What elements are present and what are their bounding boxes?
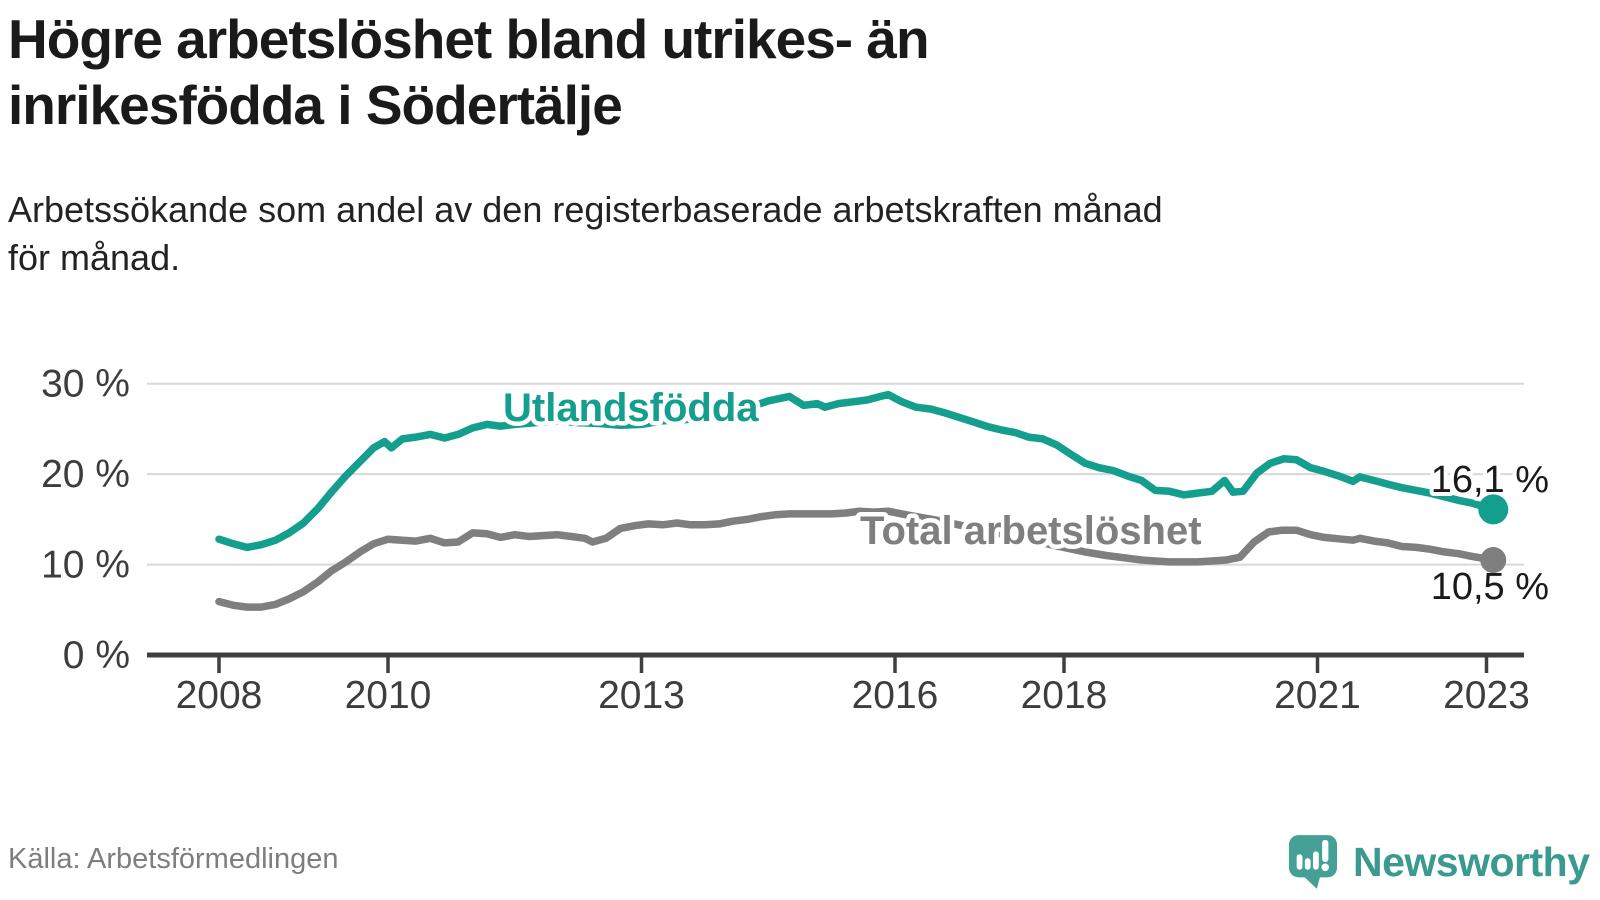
- y-tick-label-30: 30 %: [41, 363, 130, 406]
- end-dot-utlandsfodda: [1478, 494, 1509, 525]
- newsworthy-speech-bubble-chart-icon: [1288, 835, 1338, 889]
- source-note: Källa: Arbetsförmedlingen: [8, 843, 339, 875]
- y-tick-label-0: 0 %: [63, 634, 130, 677]
- page-title: Högre arbetslöshet bland utrikes- än inr…: [8, 6, 930, 138]
- brand-wordmark: Newsworthy: [1353, 838, 1590, 885]
- y-tick-label-10: 10 %: [41, 544, 130, 587]
- x-tick-label-2023: 2023: [1443, 674, 1530, 717]
- x-tick-label-2016: 2016: [852, 674, 939, 717]
- y-tick-label-20: 20 %: [41, 453, 130, 496]
- series-line-utlandsfodda: [215, 390, 1498, 552]
- end-value-label-utlandsfodda: 16,1 %: [1431, 459, 1549, 501]
- subtitle-line-2: för månad.: [8, 237, 181, 278]
- series-label-total-arbetsloshet: Total arbetslöshet: [860, 509, 1202, 553]
- title-line-1: Högre arbetslöshet bland utrikes- än: [8, 8, 930, 70]
- x-tick-label-2013: 2013: [598, 674, 685, 717]
- series-label-utlandsfodda: Utlandsfödda: [503, 386, 759, 430]
- end-dot-total-arbetsloshet: [1480, 547, 1507, 574]
- x-tick-label-2018: 2018: [1021, 674, 1108, 717]
- newsworthy-logo: Newsworthy: [1288, 834, 1590, 890]
- x-tick-label-2008: 2008: [176, 674, 263, 717]
- x-tick-label-2010: 2010: [345, 674, 432, 717]
- x-tick-label-2021: 2021: [1274, 674, 1361, 717]
- chart-subtitle: Arbetssökande som andel av den registerb…: [8, 186, 1163, 282]
- subtitle-line-1: Arbetssökande som andel av den registerb…: [8, 189, 1163, 230]
- series-line-total-arbetsloshet: [215, 507, 1498, 611]
- title-line-2: inrikesfödda i Södertälje: [8, 74, 623, 136]
